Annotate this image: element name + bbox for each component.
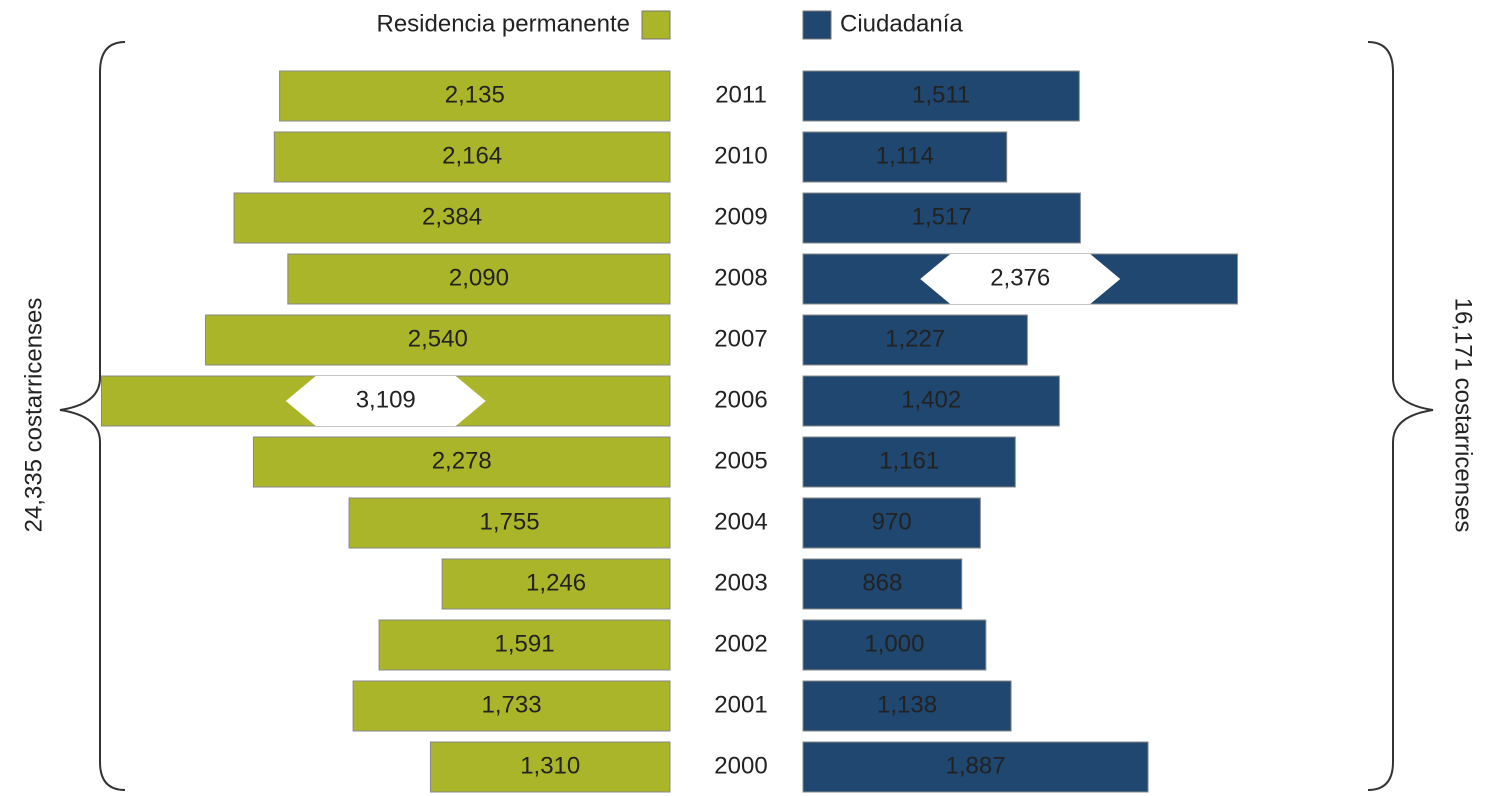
category-label: 2007 [714, 325, 767, 352]
bar [352, 680, 671, 732]
bar [273, 131, 671, 183]
value-label: 2,164 [442, 142, 502, 169]
bar [233, 192, 671, 244]
value-label: 1,755 [480, 508, 540, 535]
bar [279, 70, 671, 122]
value-label: 2,135 [445, 81, 505, 108]
category-label: 2002 [714, 630, 767, 657]
legend-label: Ciudadanía [840, 10, 963, 37]
bar [802, 375, 1060, 427]
label-highlight [285, 376, 486, 426]
bar [802, 619, 987, 671]
value-label: 3,109 [356, 386, 416, 413]
legend-swatch [802, 10, 832, 40]
value-label: 2,090 [449, 264, 509, 291]
right-annotation: 16,171 costarricenses [1450, 298, 1477, 533]
bar [378, 619, 671, 671]
value-label: 1,402 [901, 386, 961, 413]
value-label: 1,511 [912, 81, 970, 108]
category-label: 2004 [714, 508, 767, 535]
value-label: 1,138 [877, 691, 937, 718]
value-label: 1,887 [945, 752, 1005, 779]
value-label: 2,278 [432, 447, 492, 474]
value-label: 1,246 [526, 569, 586, 596]
left-annotation: 24,335 costarricenses [20, 298, 47, 533]
value-label: 1,591 [495, 630, 555, 657]
bar [441, 558, 671, 610]
bar [802, 131, 1008, 183]
value-label: 2,384 [422, 203, 482, 230]
bar [802, 741, 1149, 793]
category-label: 2010 [714, 142, 767, 169]
bar [252, 436, 671, 488]
legend-swatch [641, 10, 671, 40]
category-label: 2009 [714, 203, 767, 230]
value-label: 868 [862, 569, 902, 596]
category-label: 2008 [714, 264, 767, 291]
label-highlight [920, 254, 1121, 304]
value-label: 2,376 [990, 264, 1050, 291]
value-label: 970 [872, 508, 912, 535]
category-label: 2000 [714, 752, 767, 779]
bar [802, 70, 1080, 122]
value-label: 1,000 [864, 630, 924, 657]
value-label: 1,114 [876, 142, 934, 169]
value-label: 1,310 [520, 752, 580, 779]
bar [802, 497, 981, 549]
value-label: 2,540 [408, 325, 468, 352]
category-label: 2003 [714, 569, 767, 596]
bar [429, 741, 671, 793]
right-brace [1367, 41, 1434, 791]
bar [348, 497, 671, 549]
legend-label: Residencia permanente [377, 10, 631, 37]
category-label: 2006 [714, 386, 767, 413]
bar [802, 314, 1028, 366]
bar [287, 253, 671, 305]
bar [205, 314, 671, 366]
left-brace [59, 41, 126, 791]
value-label: 1,733 [482, 691, 542, 718]
bar [802, 680, 1012, 732]
category-label: 2001 [714, 691, 767, 718]
bar [802, 558, 963, 610]
value-label: 1,227 [885, 325, 945, 352]
category-label: 2011 [715, 81, 767, 108]
value-label: 1,161 [879, 447, 939, 474]
category-label: 2005 [714, 447, 767, 474]
bar [802, 192, 1081, 244]
bar [802, 436, 1016, 488]
value-label: 1,517 [912, 203, 972, 230]
